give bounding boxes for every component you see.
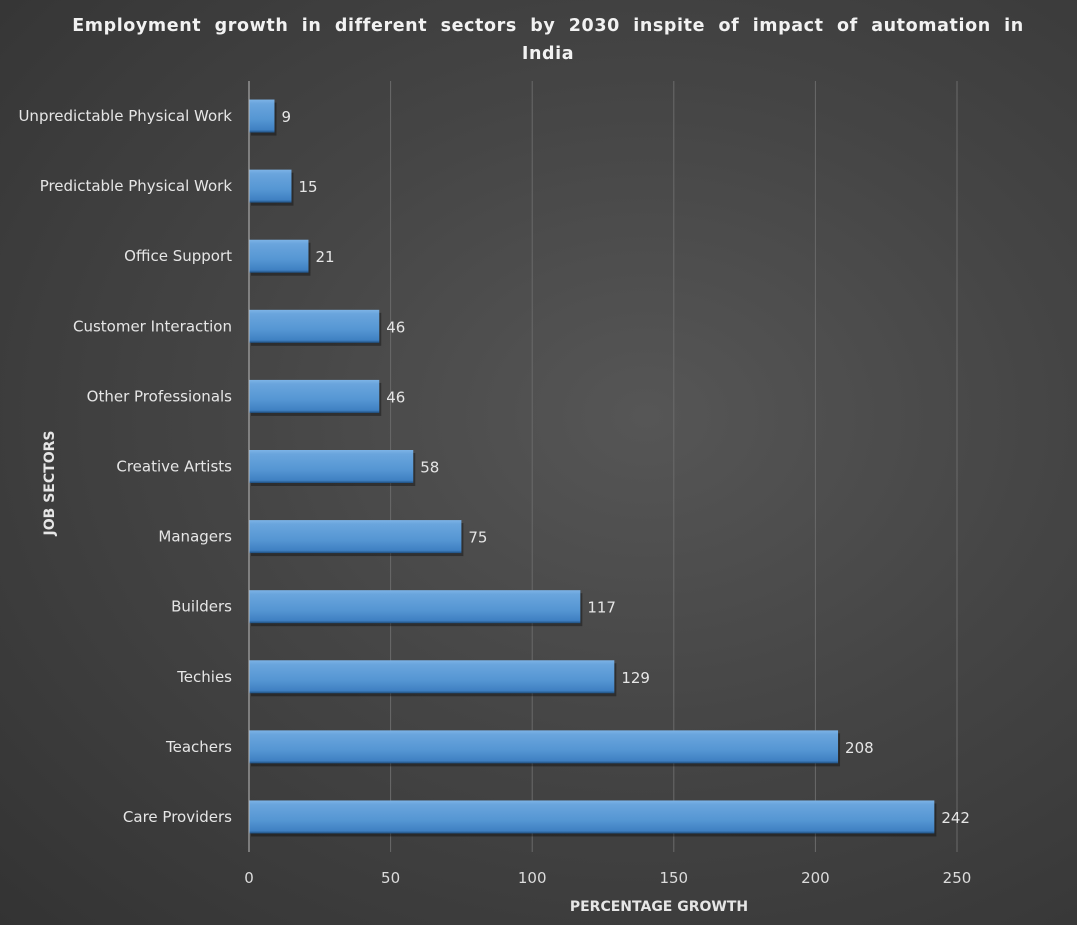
x-tick-label: 0 bbox=[244, 869, 254, 887]
data-label: 117 bbox=[587, 599, 616, 617]
category-label: Predictable Physical Work bbox=[40, 177, 233, 195]
category-label: Techies bbox=[176, 668, 232, 686]
x-tick-label: 200 bbox=[801, 869, 830, 887]
category-label: Builders bbox=[171, 598, 232, 616]
value-labels: 9 15 21 46 46 58 75 117 129 208 242 bbox=[281, 108, 969, 827]
bar bbox=[249, 379, 380, 413]
data-label: 46 bbox=[386, 388, 405, 406]
bar bbox=[249, 800, 935, 834]
bar bbox=[249, 730, 839, 764]
category-label: Managers bbox=[158, 528, 232, 546]
bars bbox=[249, 99, 937, 837]
category-label: Care Providers bbox=[123, 808, 232, 826]
bar bbox=[249, 239, 309, 273]
bar bbox=[249, 99, 275, 133]
category-label: Creative Artists bbox=[116, 458, 232, 476]
data-label: 9 bbox=[281, 108, 291, 126]
category-label: Other Professionals bbox=[87, 387, 233, 405]
category-label: Office Support bbox=[124, 247, 232, 265]
bar bbox=[249, 450, 414, 483]
data-label: 21 bbox=[315, 248, 334, 266]
category-label: Unpredictable Physical Work bbox=[18, 107, 232, 125]
data-label: 58 bbox=[420, 459, 439, 477]
data-label: 242 bbox=[941, 809, 970, 827]
x-tick-label: 50 bbox=[381, 869, 400, 887]
data-label: 75 bbox=[468, 529, 487, 547]
x-tick-label: 100 bbox=[518, 869, 547, 887]
category-label: Teachers bbox=[165, 738, 232, 756]
x-tick-label: 150 bbox=[659, 869, 688, 887]
data-label: 46 bbox=[386, 318, 405, 336]
bar bbox=[249, 309, 380, 343]
category-labels: Unpredictable Physical Work Predictable P… bbox=[18, 107, 232, 826]
x-tick-label: 250 bbox=[943, 869, 972, 887]
chart-title-line-1: Employment growth in different sectors b… bbox=[72, 16, 1024, 36]
x-tick-labels: 0 50 100 150 200 250 bbox=[244, 869, 971, 887]
bar bbox=[249, 590, 581, 624]
category-label: Customer Interaction bbox=[73, 317, 232, 335]
chart-title-line-2: India bbox=[522, 44, 574, 64]
x-axis-title: PERCENTAGE GROWTH bbox=[570, 899, 748, 915]
bar bbox=[249, 169, 292, 203]
gridlines bbox=[390, 81, 958, 852]
y-axis-title: JOB SECTORS bbox=[42, 431, 58, 537]
bar bbox=[249, 660, 615, 694]
bar bbox=[249, 520, 462, 554]
data-label: 129 bbox=[621, 669, 650, 687]
data-label: 208 bbox=[845, 739, 874, 757]
data-label: 15 bbox=[298, 178, 317, 196]
